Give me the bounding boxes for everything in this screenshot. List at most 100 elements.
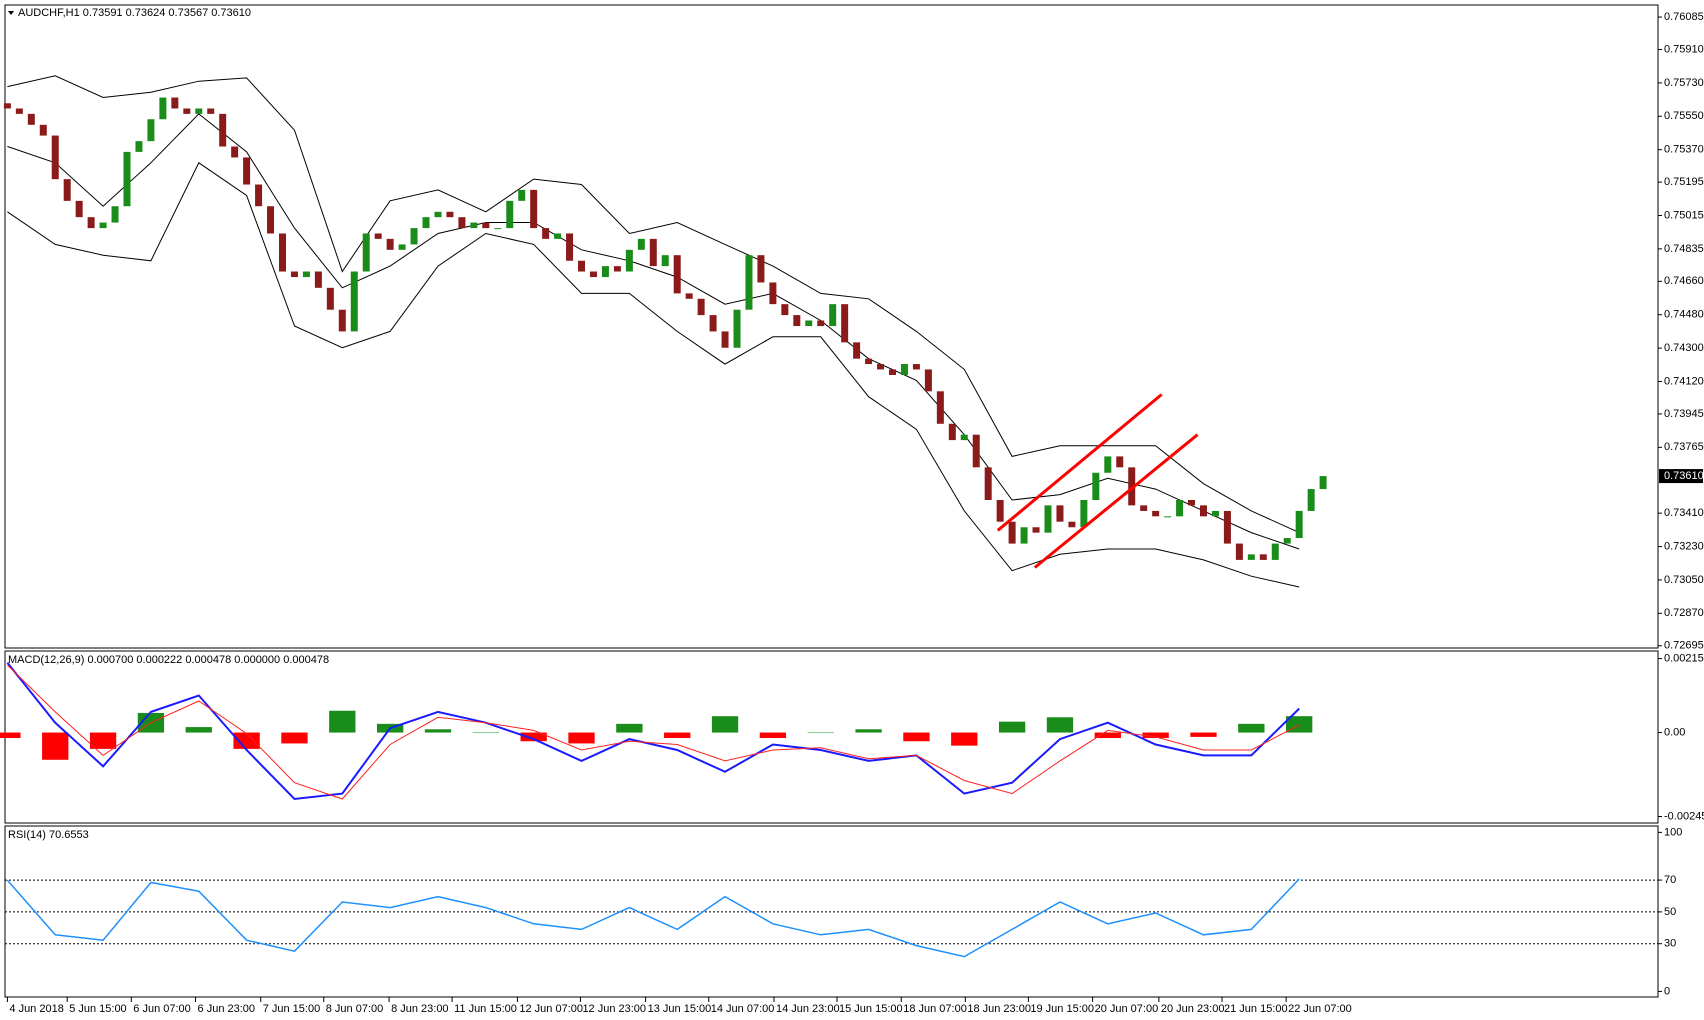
macd-histogram-bar — [1238, 723, 1265, 733]
candle — [1295, 510, 1303, 539]
rsi-line — [6, 878, 1300, 958]
macd-histogram-bar — [520, 732, 547, 742]
candle — [506, 200, 514, 229]
candle — [1271, 543, 1279, 560]
candle — [1092, 472, 1100, 501]
macd-histogram-bar — [711, 716, 739, 733]
y-tick-label: 0.76085 — [1664, 11, 1704, 23]
x-tick-label: 14 Jun 23:00 — [776, 1003, 840, 1015]
candle — [482, 222, 490, 229]
price-panel — [4, 4, 1659, 649]
candle — [195, 108, 203, 114]
candle — [841, 304, 849, 343]
y-tick-label: 0.74660 — [1664, 275, 1704, 287]
candle — [900, 364, 908, 375]
candle — [1080, 500, 1088, 528]
candle — [278, 233, 286, 272]
y-tick-label: 0.00 — [1664, 726, 1685, 738]
candle — [793, 315, 801, 327]
candle — [1211, 510, 1219, 517]
candle — [314, 271, 322, 288]
y-tick-label: 0.75730 — [1664, 77, 1704, 89]
candle — [685, 293, 693, 299]
candle — [1152, 510, 1160, 517]
macd-histogram-bar — [807, 732, 834, 734]
candle — [398, 244, 406, 250]
candle — [1307, 489, 1315, 511]
x-tick-label: 18 Jun 23:00 — [967, 1003, 1031, 1015]
candle — [147, 119, 155, 142]
candle — [805, 320, 813, 327]
last-price-label: 0.73610 — [1664, 470, 1704, 482]
macd-histogram-bar — [568, 732, 595, 744]
candle — [661, 255, 669, 267]
candle — [1020, 527, 1028, 544]
candle — [410, 228, 418, 245]
x-tick-label: 5 Jun 15:00 — [69, 1003, 127, 1015]
y-tick-label: 0.74835 — [1664, 243, 1704, 255]
y-tick-label: 0.75910 — [1664, 43, 1704, 55]
candle — [1008, 521, 1016, 544]
macd-histogram-bar — [472, 732, 499, 734]
candle — [924, 369, 932, 392]
y-tick-label: -0.00245 — [1664, 810, 1704, 822]
rsi-label: RSI(14) 70.6553 — [8, 829, 89, 841]
x-tick-label: 6 Jun 07:00 — [133, 1003, 191, 1015]
candle — [1032, 527, 1040, 533]
candle — [817, 320, 825, 327]
candle — [745, 255, 753, 310]
candle — [1116, 456, 1124, 468]
y-tick-label: 0.72695 — [1664, 640, 1704, 652]
candle — [769, 282, 777, 305]
macd-histogram-bar — [998, 721, 1026, 733]
candle — [51, 135, 59, 180]
x-tick-label: 12 Jun 07:00 — [519, 1003, 583, 1015]
candle — [446, 211, 454, 218]
x-tick-label: 19 Jun 15:00 — [1030, 1003, 1094, 1015]
y-tick-label: 0.73050 — [1664, 574, 1704, 586]
candle — [912, 364, 920, 370]
candle — [386, 238, 394, 250]
candle — [458, 217, 466, 229]
candle — [75, 200, 83, 218]
y-tick-label: 0.75015 — [1664, 209, 1704, 221]
x-tick-label: 21 Jun 15:00 — [1224, 1003, 1288, 1015]
candle — [362, 233, 370, 272]
bollinger-band — [7, 75, 1300, 534]
macd-histogram-bar — [951, 732, 978, 746]
x-tick-label: 22 Jun 07:00 — [1288, 1003, 1352, 1015]
chart-title: AUDCHF,H1 0.73591 0.73624 0.73567 0.7361… — [18, 7, 251, 19]
candle — [625, 249, 633, 272]
candle — [530, 189, 538, 229]
candle — [1176, 500, 1184, 517]
candle — [757, 255, 765, 283]
candle — [434, 211, 442, 218]
x-tick-label: 18 Jun 07:00 — [903, 1003, 967, 1015]
trendline — [996, 393, 1163, 532]
candle — [290, 271, 298, 278]
candle — [996, 500, 1004, 522]
x-tick-label: 8 Jun 07:00 — [326, 1003, 384, 1015]
macd-label: MACD(12,26,9) 0.000700 0.000222 0.000478… — [8, 654, 329, 666]
menu-arrow[interactable] — [8, 11, 14, 15]
candle — [374, 233, 382, 239]
macd-histogram-bar — [424, 729, 452, 733]
candle — [422, 217, 430, 229]
y-tick-label: 0.73410 — [1664, 507, 1704, 519]
candle — [613, 266, 621, 272]
y-tick-label: 0.75195 — [1664, 176, 1704, 188]
candle — [1319, 476, 1327, 490]
candle — [637, 238, 645, 250]
candle — [243, 157, 251, 185]
candle — [1259, 554, 1267, 560]
candle — [1104, 456, 1112, 473]
candle — [1056, 505, 1064, 522]
macd-histogram-bar — [855, 729, 882, 733]
y-tick-label: 0.74480 — [1664, 309, 1704, 321]
candle — [494, 228, 502, 230]
candle — [338, 309, 346, 332]
macd-line — [7, 664, 1300, 800]
